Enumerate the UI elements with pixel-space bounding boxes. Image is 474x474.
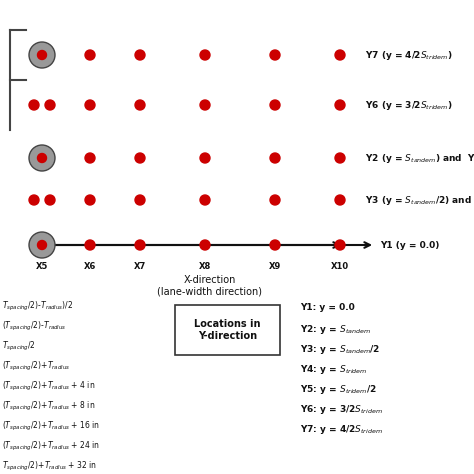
Circle shape: [37, 240, 46, 249]
Text: ($T_{spacing}$/2)+$T_{radius}$ + 24 in: ($T_{spacing}$/2)+$T_{radius}$ + 24 in: [2, 440, 100, 453]
Text: X8: X8: [199, 262, 211, 271]
Circle shape: [85, 50, 95, 60]
Text: Y7: y = 4/2$S_{tridem}$: Y7: y = 4/2$S_{tridem}$: [300, 423, 383, 436]
Text: X5: X5: [36, 262, 48, 271]
Text: Y6 (y = 3/2$S_{tridem}$): Y6 (y = 3/2$S_{tridem}$): [365, 99, 452, 111]
Circle shape: [270, 153, 280, 163]
Text: Y2: y = $S_{tandem}$: Y2: y = $S_{tandem}$: [300, 323, 371, 336]
Circle shape: [135, 153, 145, 163]
Circle shape: [29, 42, 55, 68]
Circle shape: [29, 100, 39, 110]
Circle shape: [200, 50, 210, 60]
Circle shape: [45, 195, 55, 205]
Circle shape: [85, 195, 95, 205]
Text: Y2 (y = $S_{tandem}$) and  Y4 (y = $S_{tridem}$): Y2 (y = $S_{tandem}$) and Y4 (y = $S_{tr…: [365, 152, 474, 164]
Text: ($T_{spacing}$/2)+$T_{radius}$: ($T_{spacing}$/2)+$T_{radius}$: [2, 360, 70, 373]
Text: $T_{spacing}$/2)+$T_{radius}$ + 32 in: $T_{spacing}$/2)+$T_{radius}$ + 32 in: [2, 460, 97, 473]
Text: ($T_{spacing}$/2)+$T_{radius}$ + 16 in: ($T_{spacing}$/2)+$T_{radius}$ + 16 in: [2, 420, 100, 433]
Circle shape: [85, 100, 95, 110]
Circle shape: [200, 240, 210, 250]
Circle shape: [200, 100, 210, 110]
FancyBboxPatch shape: [175, 305, 280, 355]
Circle shape: [270, 240, 280, 250]
Circle shape: [270, 100, 280, 110]
Text: Y7 (y = 4/2$S_{tridem}$): Y7 (y = 4/2$S_{tridem}$): [365, 48, 452, 62]
Circle shape: [200, 195, 210, 205]
Circle shape: [135, 100, 145, 110]
Text: X9: X9: [269, 262, 281, 271]
Text: $T_{spacing}$/2)-$T_{radius}$)/2: $T_{spacing}$/2)-$T_{radius}$)/2: [2, 300, 73, 313]
Text: ($T_{spacing}$/2)+$T_{radius}$ + 8 in: ($T_{spacing}$/2)+$T_{radius}$ + 8 in: [2, 400, 95, 413]
Circle shape: [335, 240, 345, 250]
Circle shape: [135, 50, 145, 60]
Circle shape: [200, 153, 210, 163]
Circle shape: [135, 240, 145, 250]
Text: Y5: y = $S_{tridem}$/2: Y5: y = $S_{tridem}$/2: [300, 383, 376, 396]
Circle shape: [45, 100, 55, 110]
Circle shape: [270, 50, 280, 60]
Circle shape: [85, 153, 95, 163]
Circle shape: [135, 195, 145, 205]
Text: ($T_{spacing}$/2)+$T_{radius}$ + 4 in: ($T_{spacing}$/2)+$T_{radius}$ + 4 in: [2, 380, 95, 393]
Text: $T_{spacing}$/2: $T_{spacing}$/2: [2, 340, 36, 353]
Circle shape: [270, 195, 280, 205]
Circle shape: [29, 232, 55, 258]
Text: Y3 (y = $S_{tandem}$/2) and  Y5 (y = $S_{tridem}$/2): Y3 (y = $S_{tandem}$/2) and Y5 (y = $S_{…: [365, 193, 474, 207]
Circle shape: [335, 50, 345, 60]
Text: X-direction
(lane-width direction): X-direction (lane-width direction): [157, 275, 263, 297]
Text: Y1: y = 0.0: Y1: y = 0.0: [300, 303, 355, 312]
Text: Y4: y = $S_{tridem}$: Y4: y = $S_{tridem}$: [300, 363, 367, 376]
Text: X7: X7: [134, 262, 146, 271]
Text: Y6: y = 3/2$S_{tridem}$: Y6: y = 3/2$S_{tridem}$: [300, 403, 383, 416]
Circle shape: [335, 153, 345, 163]
Text: X10: X10: [331, 262, 349, 271]
Circle shape: [29, 195, 39, 205]
Text: X6: X6: [84, 262, 96, 271]
Circle shape: [37, 51, 46, 60]
Text: Locations in
Y-direction: Locations in Y-direction: [194, 319, 261, 341]
Circle shape: [85, 240, 95, 250]
Text: Y3: y = $S_{tandem}$/2: Y3: y = $S_{tandem}$/2: [300, 343, 380, 356]
Text: ($T_{spacing}$/2)-$T_{radius}$: ($T_{spacing}$/2)-$T_{radius}$: [2, 320, 66, 333]
Circle shape: [29, 145, 55, 171]
Circle shape: [335, 195, 345, 205]
Text: Y1 (y = 0.0): Y1 (y = 0.0): [380, 240, 439, 249]
Circle shape: [335, 100, 345, 110]
Circle shape: [37, 154, 46, 163]
